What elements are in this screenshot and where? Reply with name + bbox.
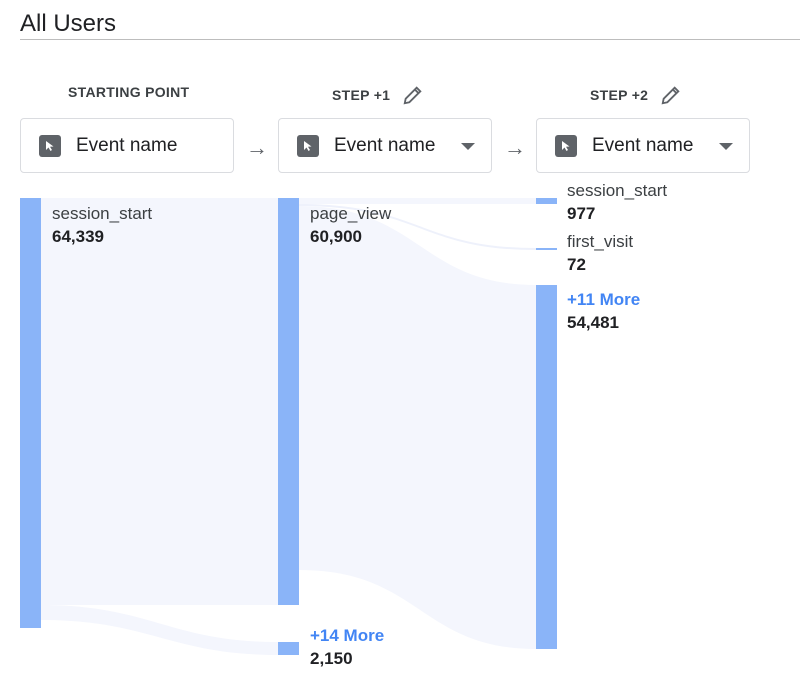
cursor-icon	[39, 134, 61, 157]
arrow-right-icon: →	[504, 135, 526, 160]
step-header-1: STEP +1	[332, 84, 424, 106]
step-header-2: STEP +2	[590, 84, 682, 106]
divider	[20, 39, 800, 40]
node-label: session_start	[567, 181, 668, 200]
pencil-icon[interactable]	[660, 84, 682, 106]
step-header-start: STARTING POINT	[68, 84, 189, 100]
node-value: 2,150	[310, 649, 353, 668]
node-value: 64,339	[52, 227, 104, 246]
dropdown-caret-icon	[719, 143, 733, 150]
node-value: 60,900	[310, 227, 362, 246]
flow-page-view-to-session-start[interactable]	[299, 198, 536, 204]
node-value: 977	[567, 204, 596, 223]
step-label: STEP +2	[590, 87, 649, 103]
step-label: STEP +1	[332, 87, 391, 103]
arrow-right-icon: →	[246, 135, 268, 160]
dimension-label: Event name	[592, 134, 694, 156]
flow-page-view-to-first-visit[interactable]	[299, 204, 536, 250]
node-label: page_view	[310, 204, 392, 223]
dimension-selector-start[interactable]: Event name	[20, 118, 234, 173]
flow-start-to-page-view[interactable]	[41, 198, 278, 605]
dimension-label: Event name	[76, 134, 178, 156]
cursor-icon	[555, 134, 577, 157]
node-bar-step2-first-visit[interactable]	[536, 248, 557, 250]
dimension-selector-step2[interactable]: Event name	[536, 118, 750, 173]
dimension-selector-step1[interactable]: Event name	[278, 118, 492, 173]
node-value: 72	[567, 255, 586, 274]
flow-start-to-more[interactable]	[41, 605, 278, 655]
node-bar-step2-more[interactable]	[536, 285, 557, 649]
more-link[interactable]: +14 More	[310, 626, 385, 645]
dimension-label: Event name	[334, 134, 436, 156]
node-value: 54,481	[567, 313, 619, 332]
node-bar-step1-more[interactable]	[278, 642, 299, 655]
node-label: session_start	[52, 204, 153, 223]
flow-page-view-to-more[interactable]	[299, 206, 536, 649]
dropdown-caret-icon	[461, 143, 475, 150]
node-bar-page-view[interactable]	[278, 198, 299, 605]
page-title: All Users	[20, 10, 117, 37]
cursor-icon	[297, 134, 319, 157]
node-label: first_visit	[567, 232, 634, 251]
node-bar-step2-session-start[interactable]	[536, 198, 557, 204]
node-bar-session-start[interactable]	[20, 198, 41, 628]
more-link[interactable]: +11 More	[567, 290, 641, 309]
step-label: STARTING POINT	[68, 84, 190, 100]
pencil-icon[interactable]	[402, 84, 424, 106]
